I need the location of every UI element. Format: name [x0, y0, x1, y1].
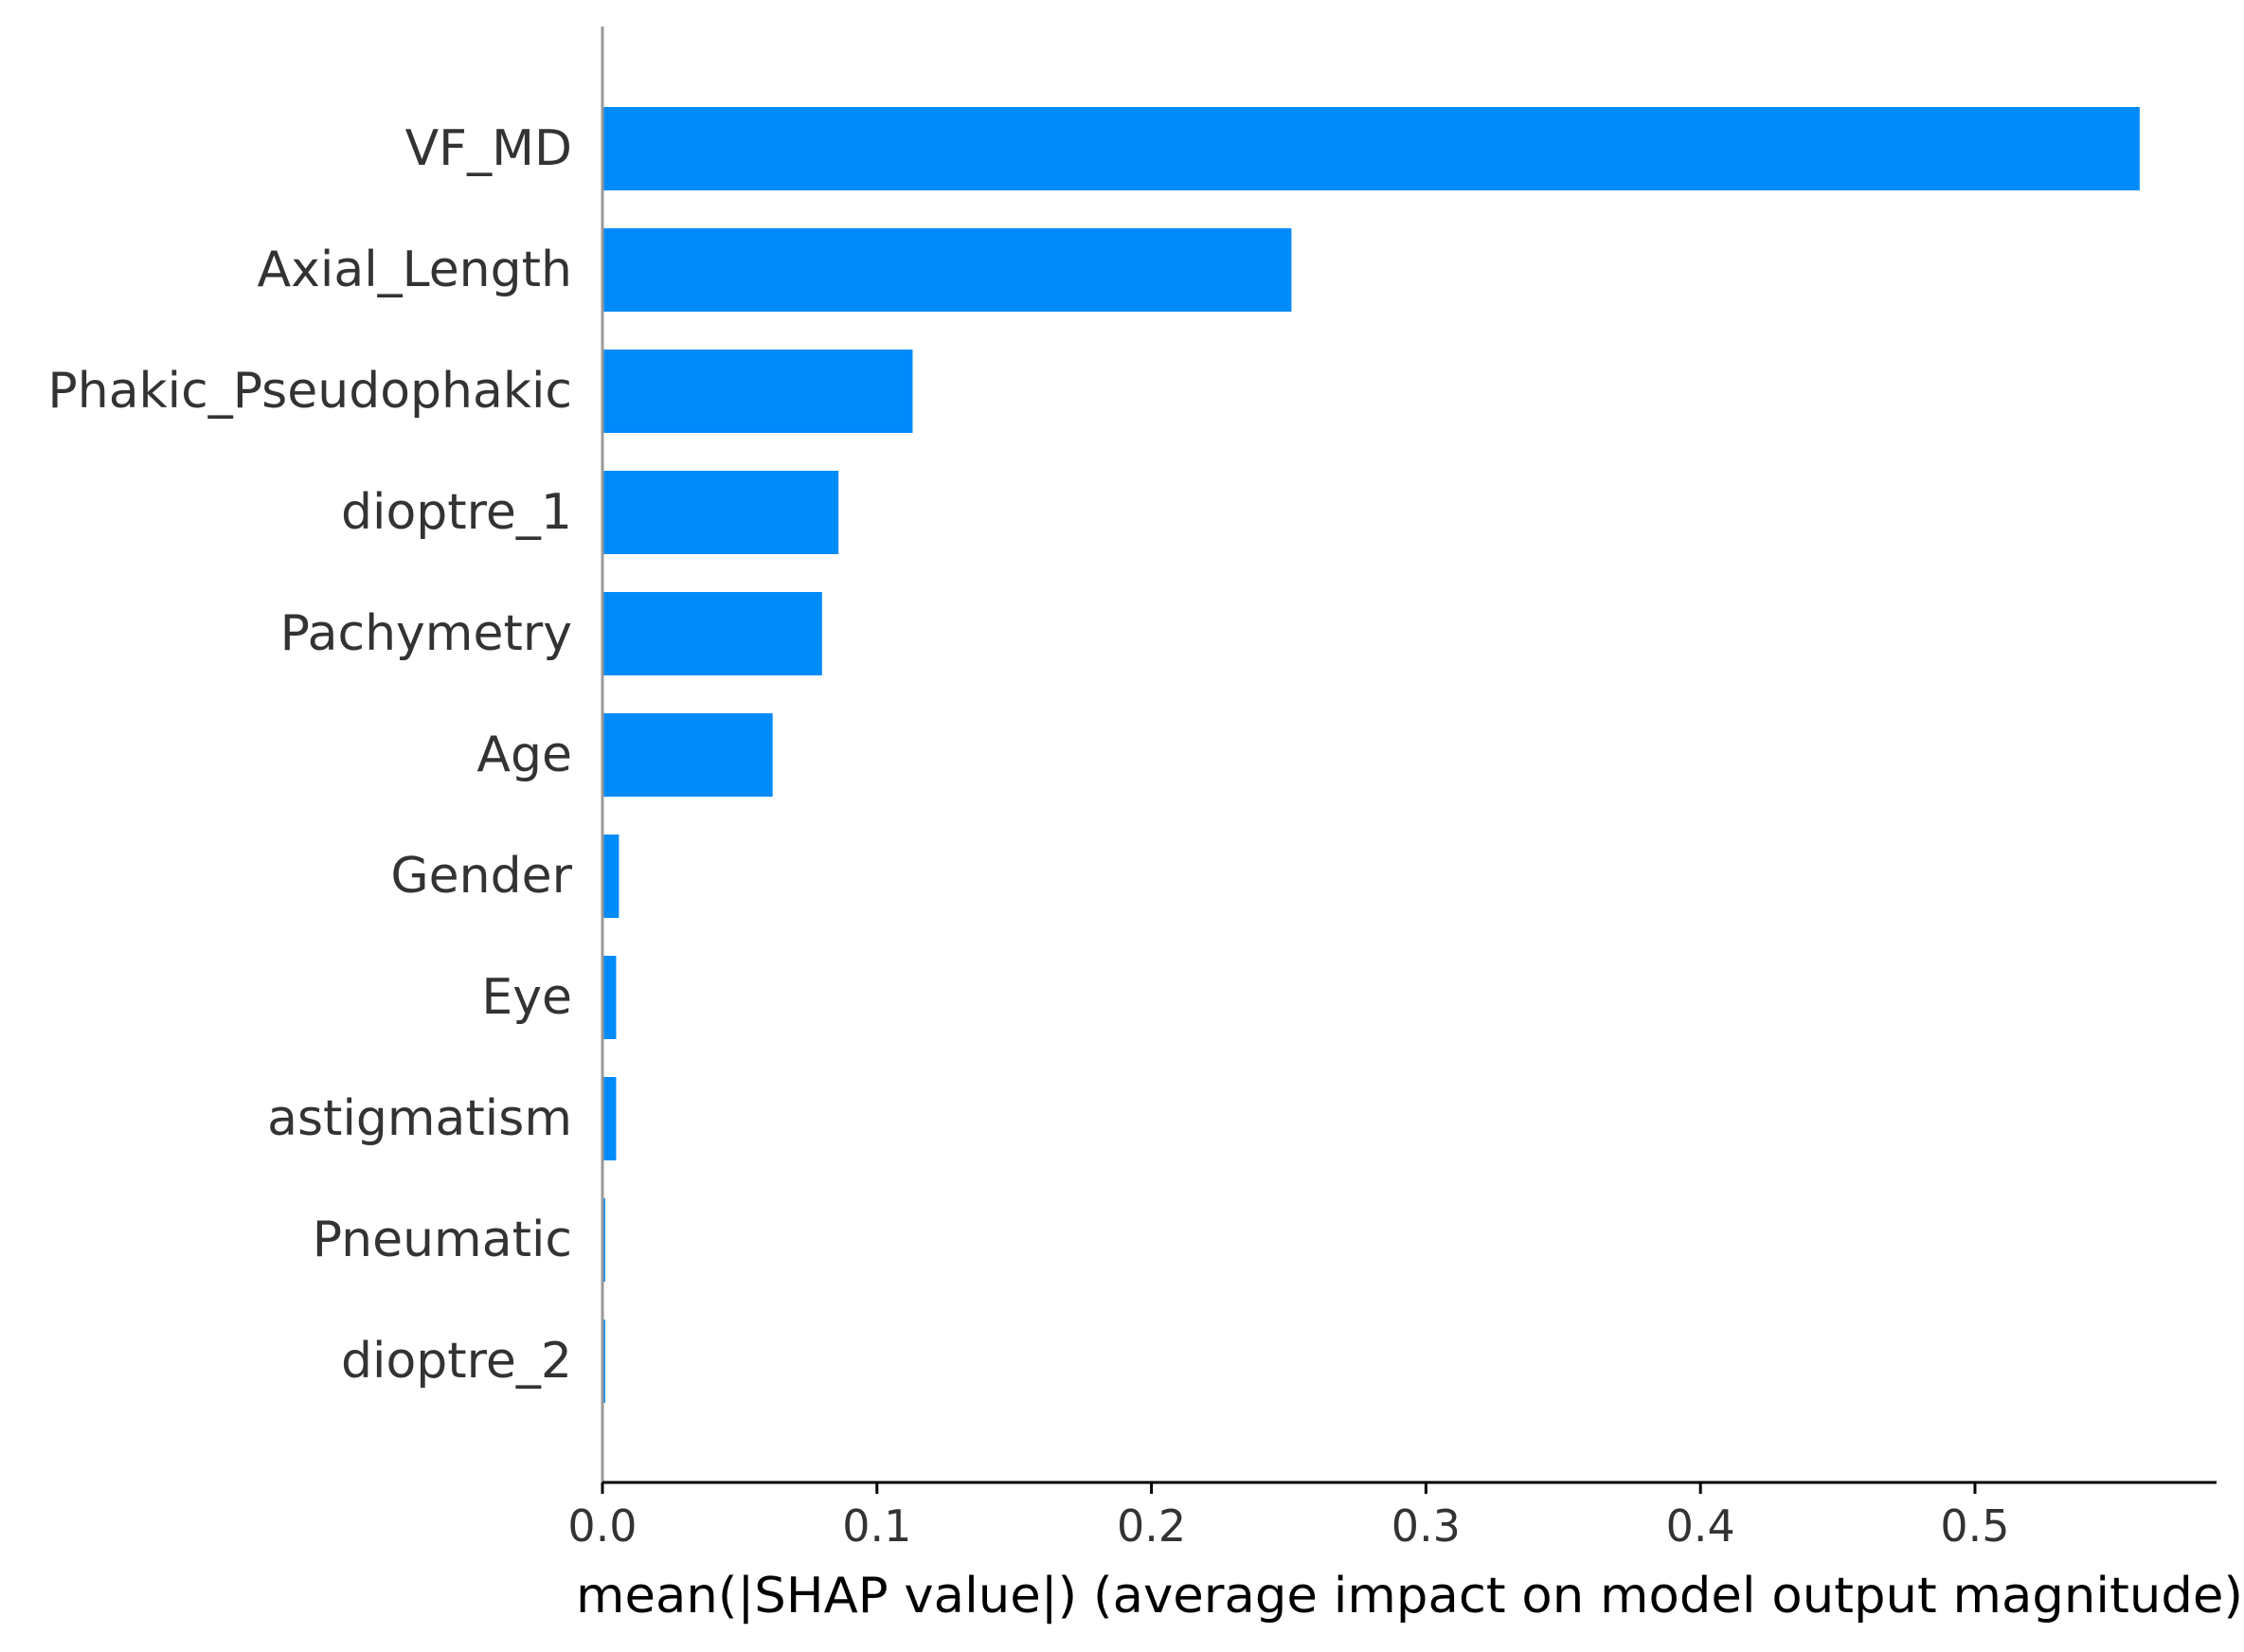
bar-eye: [602, 956, 617, 1039]
feature-label: Gender: [390, 848, 572, 905]
feature-labels: VF_MD Axial_Length Phakic_Pseudophakicdiop…: [47, 120, 572, 1390]
feature-label: Axial_Length: [258, 242, 572, 298]
x-axis-ticks: 0.0 0.1 0.2 0.3 0.4 0.5: [567, 1482, 2010, 1552]
bar-dioptre-1: [602, 471, 839, 554]
bar-axial-length: [602, 228, 1292, 312]
bar-phakic-pseudophakic: [602, 350, 913, 433]
feature-label: Phakic_Pseudophakic: [47, 363, 572, 420]
feature-label: Eye: [481, 969, 572, 1026]
x-axis: 0.0 0.1 0.2 0.3 0.4 0.5 mean(|SHAP value|) (a…: [567, 27, 2243, 1625]
bar-astigmatism: [602, 1077, 617, 1160]
feature-label: VF_MD: [405, 120, 572, 177]
bar-pachymetry: [602, 592, 822, 675]
x-tick-label: 0.3: [1391, 1500, 1461, 1552]
feature-label: dioptre_2: [341, 1333, 572, 1390]
feature-label: astigmatism: [267, 1090, 572, 1147]
feature-label: Pachymetry: [280, 605, 572, 662]
x-axis-title: mean(|SHAP value|) (average impact on mo…: [576, 1568, 2243, 1625]
bar-vf-md: [602, 107, 2140, 190]
x-tick-label: 0.4: [1666, 1500, 1735, 1552]
feature-label: dioptre_1: [341, 484, 572, 541]
x-tick-label: 0.1: [842, 1500, 911, 1552]
x-tick-label: 0.2: [1117, 1500, 1186, 1552]
bar-age: [602, 713, 773, 797]
x-tick-label: 0.5: [1940, 1500, 2009, 1552]
x-tick-label: 0.0: [567, 1500, 637, 1552]
bars-layer: [602, 107, 2140, 1403]
feature-label: Age: [476, 727, 572, 783]
feature-label: Pneumatic: [313, 1212, 572, 1268]
bar-gender: [602, 835, 619, 918]
